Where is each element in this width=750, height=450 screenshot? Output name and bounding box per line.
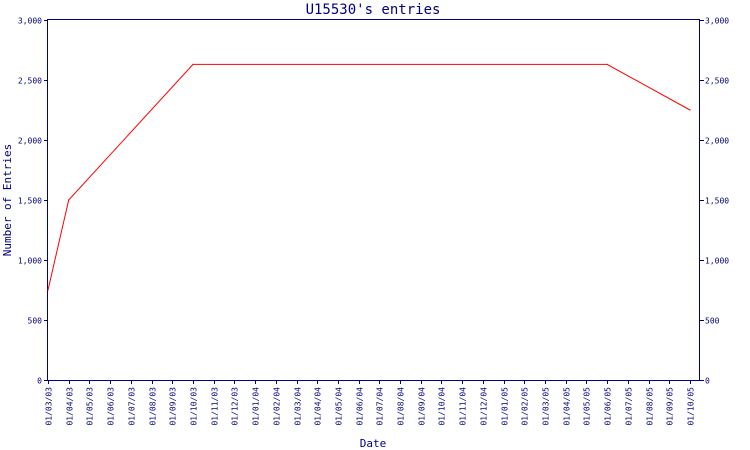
x-tick-label: 01/12/04: [480, 387, 489, 426]
y-tick-label-right: 1,000: [705, 257, 729, 266]
y-tick-label-left: 1,000: [18, 257, 42, 266]
y-axis-label: Number of Entries: [1, 144, 14, 257]
y-tick-label-right: 500: [705, 317, 720, 326]
series-line: [47, 63, 691, 291]
x-tick-label: 01/11/04: [459, 387, 468, 426]
x-tick-label: 01/11/03: [211, 387, 220, 426]
x-tick-label: 01/02/05: [521, 387, 530, 426]
x-tick-label: 01/04/04: [314, 387, 323, 426]
x-tick-label: 01/05/03: [86, 387, 95, 426]
x-tick-label: 01/06/05: [604, 387, 613, 426]
x-tick-label: 01/09/03: [169, 387, 178, 426]
y-tick-label-left: 500: [28, 317, 43, 326]
x-tick-label: 01/01/04: [252, 387, 261, 426]
y-tick-label-right: 2,500: [705, 77, 729, 86]
x-tick-label: 01/09/04: [418, 387, 427, 426]
x-tick-label: 01/10/03: [190, 387, 199, 426]
y-tick-label-left: 0: [37, 377, 42, 386]
series-group: [47, 63, 691, 291]
x-tick-label: 01/06/03: [107, 387, 116, 426]
y-tick-label-right: 3,000: [705, 17, 729, 26]
y-tick-label-left: 2,000: [18, 137, 42, 146]
y-axis-left: 0 500 1,000 1,500 2,000 2,500 3,000: [18, 17, 48, 386]
x-tick-label: 01/06/04: [356, 387, 365, 426]
chart-title: U15530's entries: [306, 2, 441, 18]
x-tick-label: 01/03/04: [294, 387, 303, 426]
x-tick-label: 01/08/04: [397, 387, 406, 426]
x-tick-label: 01/05/05: [583, 387, 592, 426]
x-tick-label: 01/02/04: [273, 387, 282, 426]
y-tick-label-right: 0: [705, 377, 710, 386]
data-point: [192, 63, 194, 65]
x-tick-label: 01/05/04: [335, 387, 344, 426]
x-tick-label: 01/01/05: [501, 387, 510, 426]
x-tick-label: 01/09/05: [666, 387, 675, 426]
x-tick-label: 01/08/03: [149, 387, 158, 426]
x-tick-label: 01/10/04: [438, 387, 447, 426]
x-tick-label: 01/03/05: [542, 387, 551, 426]
x-axis-label: Date: [360, 437, 387, 450]
x-tick-label: 01/04/05: [563, 387, 572, 426]
x-tick-label: 01/08/05: [646, 387, 655, 426]
data-point: [606, 63, 608, 65]
y-tick-label-right: 1,500: [705, 197, 729, 206]
x-tick-label: 01/07/05: [625, 387, 634, 426]
x-tick-label: 01/03/03: [45, 387, 54, 426]
data-point: [689, 109, 691, 111]
plot-frame: [47, 19, 700, 381]
data-point: [47, 289, 49, 291]
y-tick-label-left: 3,000: [18, 17, 42, 26]
x-tick-label: 01/12/03: [231, 387, 240, 426]
x-tick-label: 01/10/05: [687, 387, 696, 426]
y-tick-label-left: 2,500: [18, 77, 42, 86]
y-tick-label-right: 2,000: [705, 137, 729, 146]
x-tick-label: 01/04/03: [66, 387, 75, 426]
data-point: [68, 199, 70, 201]
y-tick-label-left: 1,500: [18, 197, 42, 206]
y-axis-right: 0 500 1,000 1,500 2,000 2,500 3,000: [700, 17, 729, 386]
x-axis: 01/03/03 01/04/03 01/05/03 01/06/03 01/07/03…: [45, 380, 696, 426]
x-tick-label: 01/07/04: [376, 387, 385, 426]
x-tick-label: 01/07/03: [128, 387, 137, 426]
